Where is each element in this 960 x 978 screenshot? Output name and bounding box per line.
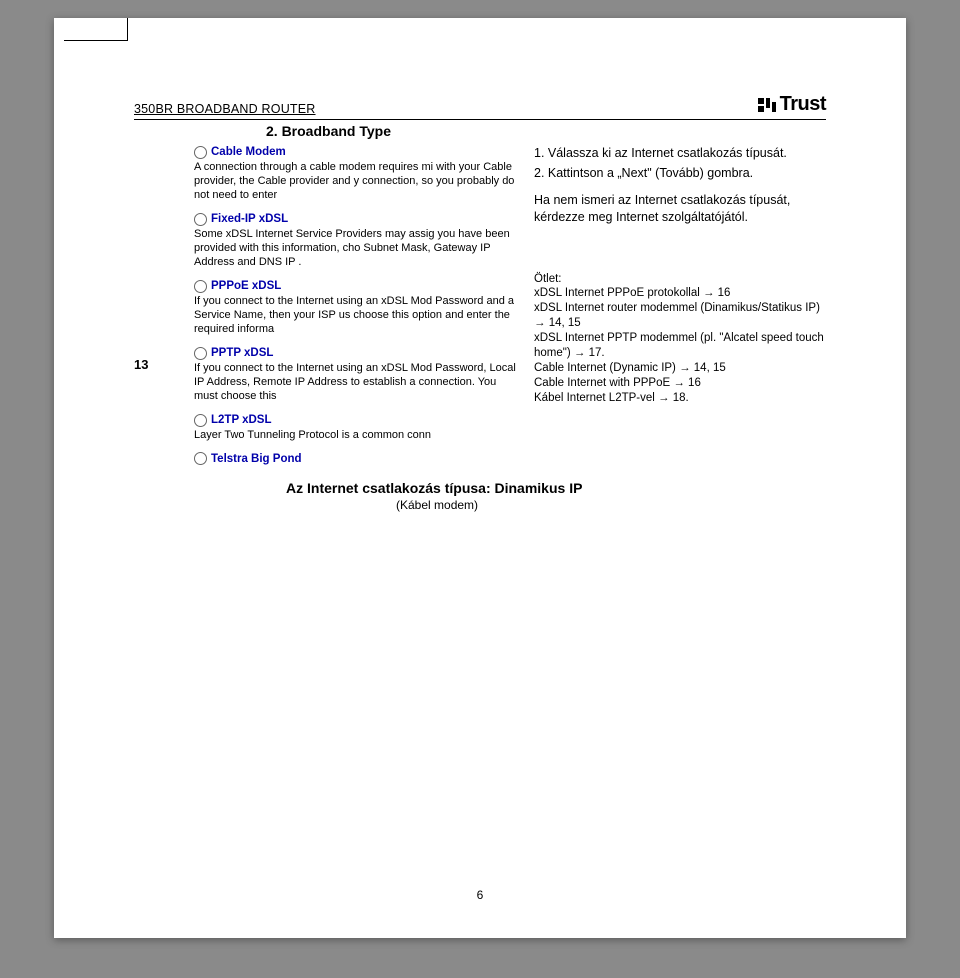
step-number: 13 [134, 145, 154, 466]
option-telstra: Telstra Big Pond [194, 452, 516, 467]
hint-block: Ötlet: xDSL Internet PPPoE protokollal →… [534, 272, 826, 406]
instruction-note: Ha nem ismeri az Internet csatlakozás tí… [534, 192, 826, 226]
running-header: 350BR BROADBAND ROUTER Trust [134, 93, 826, 120]
option-desc: A connection through a cable modem requi… [194, 160, 516, 202]
setup-screenshot: Cable Modem A connection through a cable… [194, 145, 516, 466]
hint-line: Cable Internet (Dynamic IP) → 14, 15 [534, 361, 826, 376]
option-pppoe: PPPoE xDSL If you connect to the Interne… [194, 279, 516, 336]
option-l2tp: L2TP xDSL Layer Two Tunneling Protocol i… [194, 413, 516, 442]
hint-line: xDSL Internet router modemmel (Dinamikus… [534, 301, 826, 331]
connection-type-heading: Az Internet csatlakozás típusa: Dinamiku… [286, 480, 826, 496]
radio-icon [194, 347, 207, 360]
hint-line: Kábel Internet L2TP-vel → 18. [534, 391, 826, 406]
option-desc: Layer Two Tunneling Protocol is a common… [194, 428, 516, 442]
instruction-item: 1. Válassza ki az Internet csatlakozás t… [534, 145, 826, 162]
radio-icon [194, 146, 207, 159]
option-title: Cable Modem [211, 145, 286, 160]
hint-line: Cable Internet with PPPoE → 16 [534, 376, 826, 391]
running-title: 350BR BROADBAND ROUTER [134, 102, 316, 116]
option-cable-modem: Cable Modem A connection through a cable… [194, 145, 516, 202]
two-column-layout: 13 Cable Modem A connection through a ca… [134, 145, 826, 466]
option-pptp: PPTP xDSL If you connect to the Internet… [194, 346, 516, 403]
page-content: 2. Broadband Type 13 Cable Modem A conne… [134, 123, 826, 512]
document-page: 350BR BROADBAND ROUTER Trust 2. Broadban… [54, 18, 906, 938]
instruction-column: 1. Válassza ki az Internet csatlakozás t… [534, 145, 826, 466]
page-number: 6 [54, 888, 906, 902]
instruction-list: 1. Válassza ki az Internet csatlakozás t… [534, 145, 826, 182]
hint-line: xDSL Internet PPTP modemmel (pl. "Alcate… [534, 331, 826, 361]
option-title: L2TP xDSL [211, 413, 272, 428]
option-fixed-ip: Fixed-IP xDSL Some xDSL Internet Service… [194, 212, 516, 269]
brand-logo: Trust [758, 93, 826, 116]
instruction-item: 2. Kattintson a „Next" (Tovább) gombra. [534, 165, 826, 182]
radio-icon [194, 414, 207, 427]
option-desc: If you connect to the Internet using an … [194, 294, 516, 336]
option-title: PPPoE xDSL [211, 279, 281, 294]
option-title: Fixed-IP xDSL [211, 212, 288, 227]
option-title: Telstra Big Pond [211, 452, 302, 467]
option-desc: If you connect to the Internet using an … [194, 361, 516, 403]
radio-icon [194, 213, 207, 226]
logo-text: Trust [780, 93, 826, 116]
section-heading: 2. Broadband Type [266, 123, 826, 139]
hint-label: Ötlet: [534, 272, 826, 287]
option-title: PPTP xDSL [211, 346, 273, 361]
crop-mark [64, 40, 128, 41]
radio-icon [194, 452, 207, 465]
screenshot-column: Cable Modem A connection through a cable… [172, 145, 516, 466]
connection-type-sub: (Kábel modem) [396, 498, 826, 512]
radio-icon [194, 280, 207, 293]
logo-mark-icon [758, 98, 776, 112]
hint-line: xDSL Internet PPPoE protokollal → 16 [534, 286, 826, 301]
option-desc: Some xDSL Internet Service Providers may… [194, 227, 516, 269]
